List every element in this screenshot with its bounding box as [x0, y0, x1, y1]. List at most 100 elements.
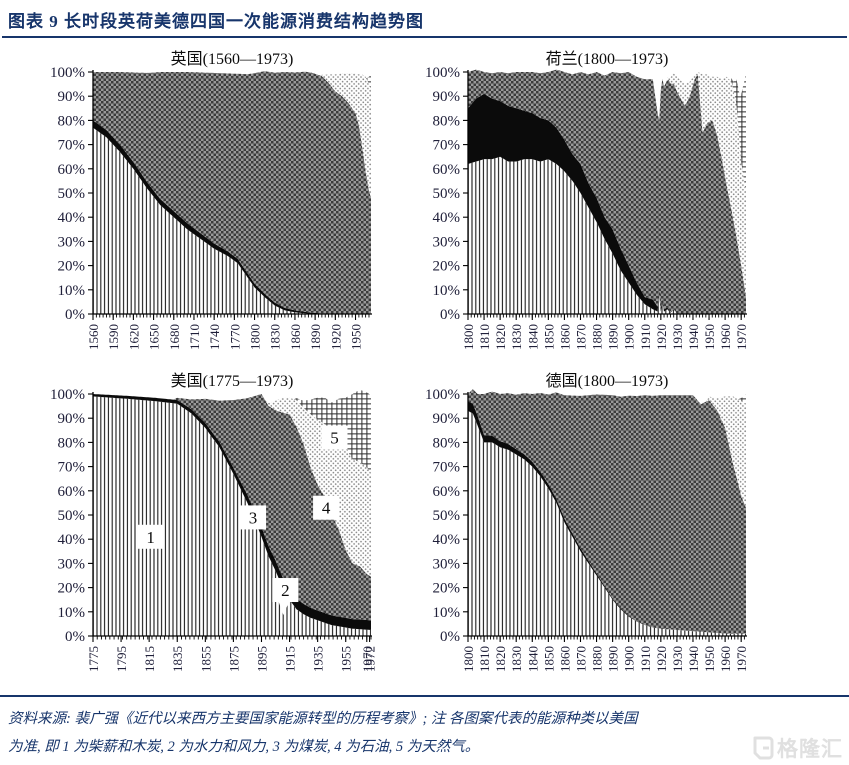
svg-text:0%: 0%	[65, 307, 85, 323]
svg-text:1820: 1820	[493, 646, 508, 672]
svg-text:30%: 30%	[433, 234, 461, 250]
svg-text:90%: 90%	[433, 89, 461, 105]
svg-text:1895: 1895	[254, 646, 269, 672]
svg-text:100%: 100%	[425, 387, 460, 403]
svg-text:60%: 60%	[433, 162, 461, 178]
svg-text:50%: 50%	[433, 508, 461, 524]
svg-text:80%: 80%	[433, 435, 461, 451]
svg-text:1972: 1972	[363, 646, 378, 672]
svg-text:1860: 1860	[557, 646, 572, 672]
svg-text:30%: 30%	[58, 234, 86, 250]
svg-text:1890: 1890	[606, 324, 621, 350]
header-rule	[2, 36, 847, 38]
svg-text:1775: 1775	[86, 646, 101, 672]
svg-text:10%: 10%	[58, 283, 86, 299]
charts-grid: 英国(1560—1973) 0% 10% 20% 30% 40% 50% 60% 70% 80% 9…	[0, 40, 849, 690]
svg-text:40%: 40%	[433, 532, 461, 548]
chart-netherlands: 荷兰(1800—1973) 0% 10% 20% 30% 40% 50% 60% 70% 80% 9…	[425, 50, 749, 350]
svg-text:1740: 1740	[207, 324, 222, 350]
svg-text:1910: 1910	[638, 646, 653, 672]
svg-text:1920: 1920	[328, 324, 343, 350]
svg-text:1770: 1770	[227, 324, 242, 350]
source-note: 资料来源: 裴广强《近代以来西方主要国家能源转型的历程考察》; 注 各图案代表的…	[0, 695, 849, 762]
svg-text:1: 1	[146, 528, 155, 547]
svg-text:美国(1775—1973): 美国(1775—1973)	[171, 372, 294, 390]
chart-germany: 德国(1800—1973) 0% 10% 20% 30% 40% 50% 60% 70% 80% 9…	[425, 372, 749, 672]
svg-text:0%: 0%	[440, 307, 460, 323]
svg-text:1855: 1855	[198, 646, 213, 672]
svg-text:1930: 1930	[670, 324, 685, 350]
svg-text:1810: 1810	[477, 646, 492, 672]
svg-text:3: 3	[249, 508, 258, 527]
svg-text:英国(1560—1973): 英国(1560—1973)	[171, 50, 294, 68]
svg-text:5: 5	[330, 429, 339, 448]
svg-text:90%: 90%	[58, 411, 86, 427]
svg-text:90%: 90%	[433, 411, 461, 427]
svg-text:1890: 1890	[308, 324, 323, 350]
svg-text:1860: 1860	[288, 324, 303, 350]
svg-text:荷兰(1800—1973): 荷兰(1800—1973)	[546, 50, 669, 68]
svg-text:100%: 100%	[50, 387, 85, 403]
svg-text:1880: 1880	[590, 324, 605, 350]
watermark-text: 格隆汇	[777, 738, 843, 761]
gelonghui-watermark: 格隆汇	[750, 733, 843, 763]
svg-text:1950: 1950	[702, 646, 717, 672]
svg-text:70%: 70%	[58, 138, 86, 154]
svg-text:1840: 1840	[525, 324, 540, 350]
svg-text:1930: 1930	[670, 646, 685, 672]
svg-text:40%: 40%	[58, 210, 86, 226]
chart-usa: 美国(1775—1973) 0% 10% 20% 30% 40% 50% 60% 70% 80% 9…	[50, 372, 378, 672]
svg-text:1870: 1870	[573, 324, 588, 350]
svg-text:1900: 1900	[622, 646, 637, 672]
svg-text:1830: 1830	[268, 324, 283, 350]
svg-text:1650: 1650	[147, 324, 162, 350]
svg-text:1590: 1590	[106, 324, 121, 350]
svg-text:1955: 1955	[339, 646, 354, 672]
svg-text:10%: 10%	[58, 605, 86, 621]
svg-text:1820: 1820	[493, 324, 508, 350]
svg-text:0%: 0%	[65, 629, 85, 645]
svg-text:70%: 70%	[433, 460, 461, 476]
svg-text:20%: 20%	[58, 259, 86, 275]
svg-text:1890: 1890	[606, 646, 621, 672]
svg-text:20%: 20%	[433, 581, 461, 597]
svg-text:40%: 40%	[433, 210, 461, 226]
svg-text:1950: 1950	[702, 324, 717, 350]
svg-text:1850: 1850	[541, 324, 556, 350]
figure-title: 图表 9 长时段英荷美德四国一次能源消费结构趋势图	[8, 12, 424, 31]
svg-text:4: 4	[322, 499, 331, 518]
svg-text:1970: 1970	[360, 646, 375, 672]
svg-text:1960: 1960	[718, 324, 733, 350]
svg-text:40%: 40%	[58, 532, 86, 548]
svg-text:80%: 80%	[433, 113, 461, 129]
svg-text:100%: 100%	[50, 65, 85, 81]
svg-text:80%: 80%	[58, 435, 86, 451]
svg-text:1870: 1870	[573, 646, 588, 672]
svg-text:1560: 1560	[86, 324, 101, 350]
source-note-line-1: 资料来源: 裴广强《近代以来西方主要国家能源转型的历程考察》; 注 各图案代表的…	[8, 711, 638, 727]
svg-text:100%: 100%	[425, 65, 460, 81]
svg-text:1920: 1920	[654, 324, 669, 350]
svg-text:1800: 1800	[461, 646, 476, 672]
svg-text:1935: 1935	[311, 646, 326, 672]
svg-text:2: 2	[281, 581, 290, 600]
svg-text:10%: 10%	[433, 605, 461, 621]
svg-text:1960: 1960	[718, 646, 733, 672]
svg-text:70%: 70%	[58, 460, 86, 476]
svg-text:1840: 1840	[525, 646, 540, 672]
svg-text:1875: 1875	[226, 646, 241, 672]
svg-text:1810: 1810	[477, 324, 492, 350]
source-note-line-2: 为准, 即 1 为柴薪和木炭, 2 为水力和风力, 3 为煤炭, 4 为石油, …	[8, 739, 480, 756]
svg-text:50%: 50%	[58, 508, 86, 524]
svg-text:1710: 1710	[187, 324, 202, 350]
svg-text:90%: 90%	[58, 89, 86, 105]
svg-text:1940: 1940	[686, 324, 701, 350]
svg-text:80%: 80%	[58, 113, 86, 129]
svg-text:1970: 1970	[734, 324, 749, 350]
svg-text:1680: 1680	[167, 324, 182, 350]
svg-text:0%: 0%	[440, 629, 460, 645]
svg-text:1830: 1830	[509, 646, 524, 672]
svg-text:60%: 60%	[433, 484, 461, 500]
chart-uk: 英国(1560—1973) 0% 10% 20% 30% 40% 50% 60% 70% 80% 9…	[50, 50, 372, 350]
